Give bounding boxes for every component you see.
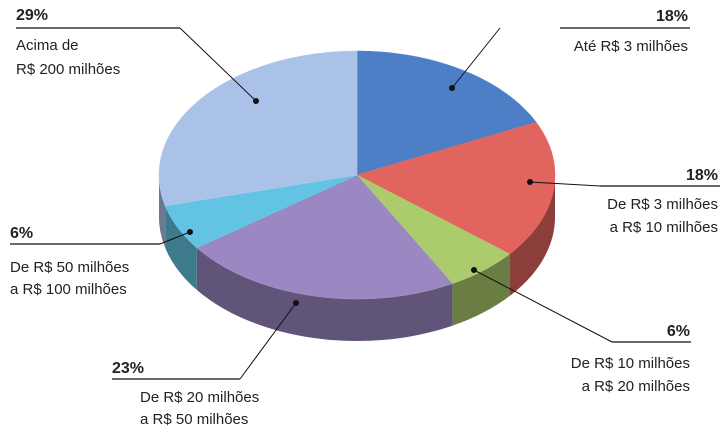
category-label: Até R$ 3 milhões	[574, 38, 688, 55]
leader-dot	[527, 179, 533, 185]
category-label: De R$ 10 milhões	[571, 355, 690, 372]
category-label: a R$ 100 milhões	[10, 281, 127, 298]
leader-dot	[253, 98, 259, 104]
leader-line	[239, 302, 297, 380]
leader-dot	[293, 300, 299, 306]
value-label: 29%	[16, 7, 48, 24]
category-label: a R$ 50 milhões	[140, 411, 248, 428]
category-label: De R$ 20 milhões	[140, 389, 259, 406]
category-label: De R$ 3 milhões	[607, 196, 718, 213]
value-label: 18%	[686, 167, 718, 184]
category-label: a R$ 10 milhões	[610, 219, 718, 236]
value-label: 6%	[667, 323, 690, 340]
value-label: 18%	[656, 8, 688, 25]
leader-line	[179, 27, 257, 102]
category-label: R$ 200 milhões	[16, 61, 120, 78]
leader-line	[473, 269, 613, 343]
slice	[356, 121, 556, 255]
slice	[356, 174, 511, 284]
leader-dot	[449, 85, 455, 91]
leader-line	[159, 231, 191, 245]
leader-dot	[471, 267, 477, 273]
category-label: De R$ 50 milhões	[10, 259, 129, 276]
slice	[164, 174, 358, 249]
category-label: a R$ 20 milhões	[582, 378, 690, 395]
leader-dot	[187, 229, 193, 235]
slice-side	[165, 205, 197, 290]
slice	[196, 174, 453, 300]
slice-side	[159, 175, 166, 248]
leader-line	[451, 27, 501, 89]
value-label: 6%	[10, 225, 33, 242]
category-label: Acima de	[16, 37, 79, 54]
slice-side	[452, 254, 510, 326]
leader-line	[529, 181, 601, 187]
slice-side	[509, 175, 555, 296]
value-label: 23%	[112, 360, 144, 377]
slice	[356, 50, 537, 176]
slice	[158, 50, 358, 207]
slice-side	[196, 247, 453, 341]
